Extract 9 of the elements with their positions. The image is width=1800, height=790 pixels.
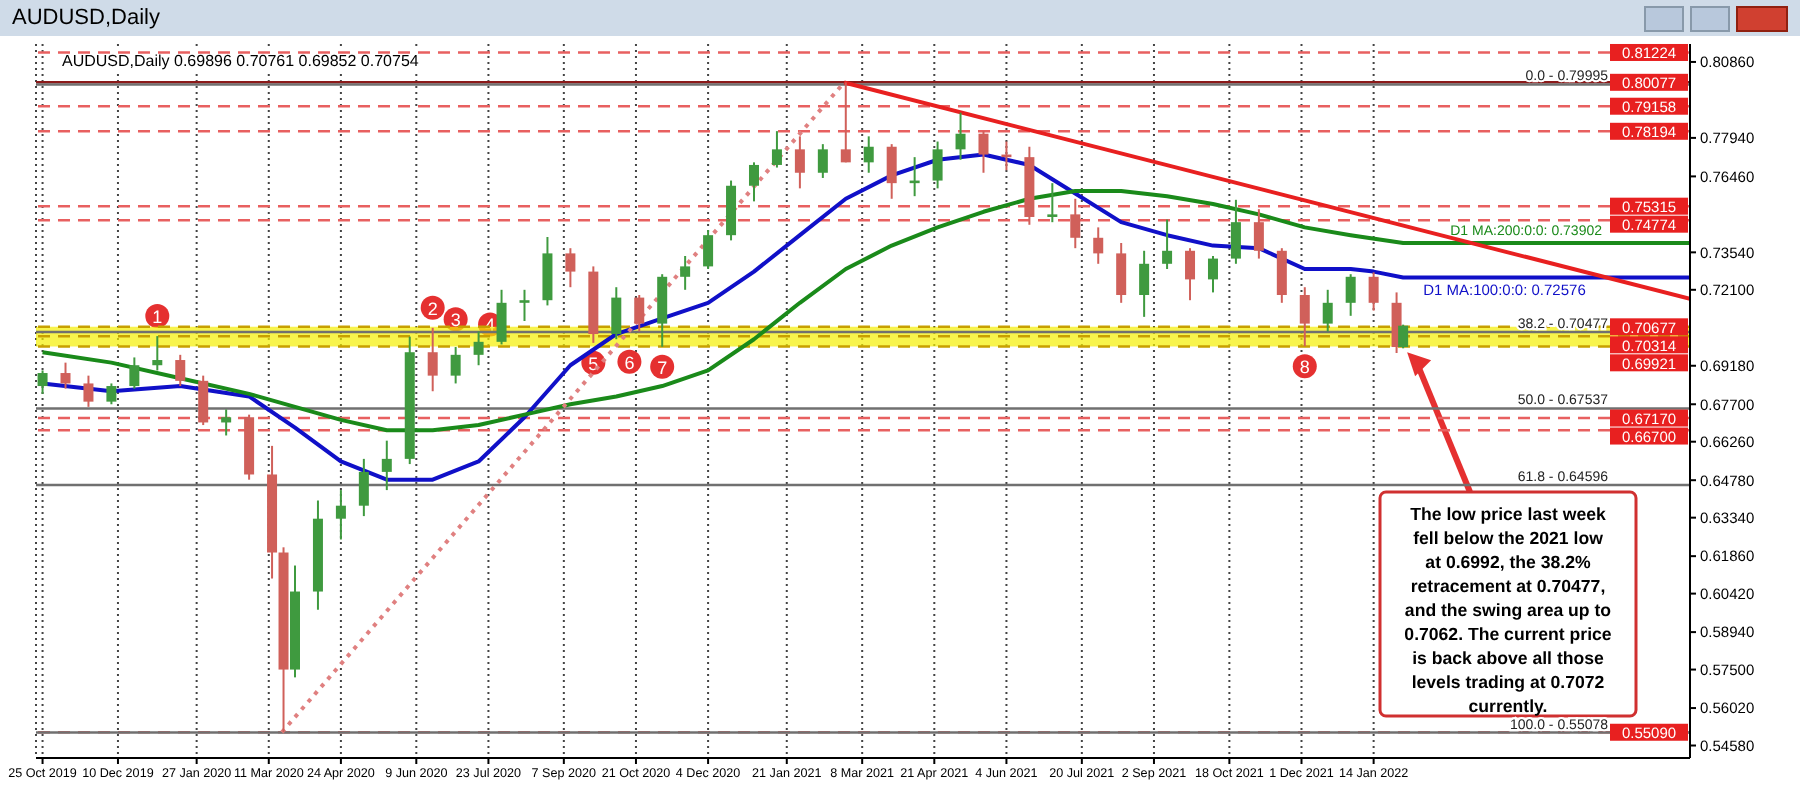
annotation: 2	[427, 298, 438, 319]
annotation: 7	[657, 357, 668, 378]
chart-title: AUDUSD,Daily	[12, 6, 160, 30]
annotation: 1	[152, 307, 163, 328]
annotation: AUDUSD,Daily 0.69896 0.70761 0.69852 0.70754	[62, 52, 420, 70]
text: The low price last week fell below the 2021 low at 0.6992, the 38.2% retracement at 0.70477, and the swing area up to 0.7062. The current price is back above all those levels trading at 0.7072 currently.	[1404, 504, 1612, 716]
annotation: 3	[450, 310, 461, 331]
annotation: 8	[1299, 357, 1310, 378]
annotation: 6	[624, 352, 635, 373]
